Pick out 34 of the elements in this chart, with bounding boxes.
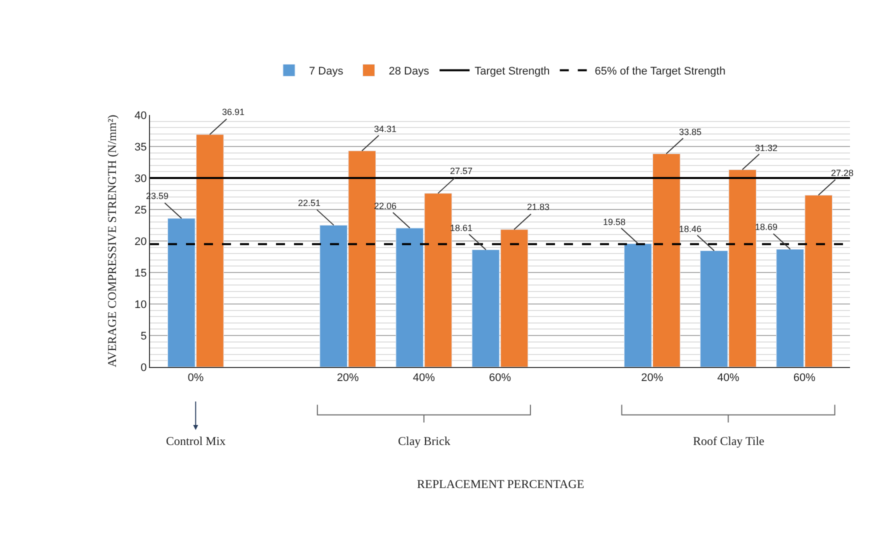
y-tick-label: 0 [140,362,147,374]
y-tick-label: 20 [134,236,147,248]
x-tick-label: 0% [188,372,204,384]
y-tick-label: 40 [134,110,147,122]
data-label: 27.28 [831,168,854,178]
text: REPLACEMENT PERCENTAGE [417,477,584,491]
data-label: 22.51 [298,198,321,208]
x-tick-label: 20% [641,372,664,384]
x-tick-label: 20% [336,372,360,384]
text: Control Mix [166,434,226,448]
legend-label: 7 Days [309,66,344,78]
y-tick-label: 10 [134,298,147,311]
legend-label: 28 Days [388,66,430,78]
text: Roof Clay Tile [693,434,764,448]
y-axis-title: AVERAGE COMPRESSIVE STRENGTH (N/mm²) [104,114,119,368]
y-tick-label: 5 [140,330,147,342]
legend-label: 65% of the Target Strength [594,66,726,78]
y-tick-label: 25 [134,204,147,216]
data-label: 31.32 [755,143,778,153]
y-tick-label: 30 [134,172,147,185]
data-label: 36.91 [222,107,245,117]
legend-label: Target Strength [474,66,550,78]
data-label: 33.85 [679,127,702,137]
x-tick-label: 60% [793,372,816,384]
x-tick-label: 40% [412,372,436,384]
text: Clay Brick [398,434,450,448]
y-tick-label: 35 [134,141,147,154]
data-label: 21.83 [527,202,550,212]
x-tick-label: 40% [717,372,740,384]
data-label: 19.58 [603,217,626,227]
x-tick-label: 60% [488,372,512,384]
data-label: 27.57 [450,166,473,176]
y-tick-label: 15 [134,267,147,280]
data-label: 34.31 [374,124,397,134]
